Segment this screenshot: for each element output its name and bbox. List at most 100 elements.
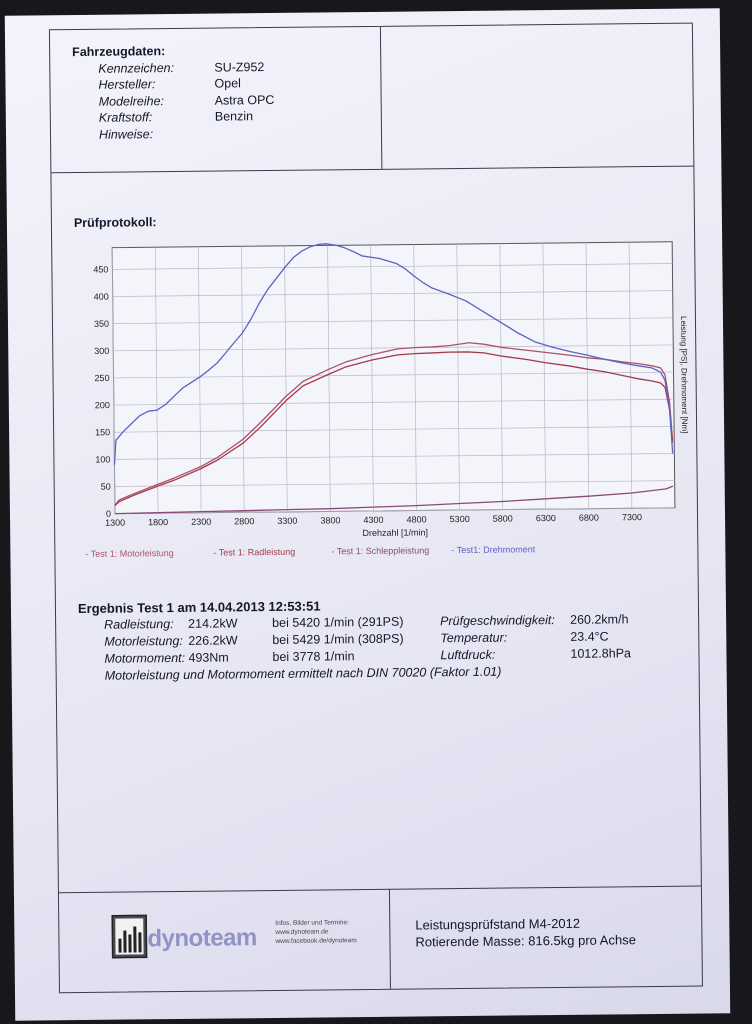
grid-line-vertical: [241, 246, 245, 513]
vehicle-data: Fahrzeugdaten: Kennzeichen: SU-Z952 Herst…: [72, 42, 275, 143]
contact-info-line: Infos, Bilder und Termine:: [275, 919, 349, 927]
grid-line-horizontal: [113, 371, 674, 379]
divider-footer-vertical: [388, 888, 391, 989]
y-tick-label: 300: [94, 346, 109, 356]
grid-line-vertical: [284, 245, 288, 512]
report-frame: Fahrzeugdaten: Kennzeichen: SU-Z952 Herst…: [48, 22, 703, 994]
x-tick-label: 1300: [105, 518, 125, 528]
grid-line-vertical: [370, 244, 374, 511]
vehicle-value: Benzin: [214, 109, 254, 124]
legend-motorleistung: - Test 1: Motorleistung: [85, 548, 174, 559]
y-tick-label: 400: [94, 292, 109, 302]
result-label-2: Luftdruck:: [440, 647, 496, 663]
vehicle-value: Opel: [214, 76, 241, 91]
contact-info: Infos, Bilder und Termine: www.dynoteam.…: [275, 918, 357, 946]
x-tick-label: 5300: [450, 514, 470, 524]
grid-line-horizontal: [112, 290, 673, 297]
grid-line-horizontal: [112, 263, 673, 270]
x-axis-label: Drehzahl [1/min]: [362, 527, 428, 538]
result-value-2: 1012.8hPa: [570, 646, 632, 661]
x-tick-label: 3800: [320, 515, 340, 525]
result-label: Motormoment:: [104, 650, 186, 666]
y-tick-label: 100: [95, 454, 110, 464]
protocol-heading: Prüfprotokoll:: [73, 215, 157, 231]
vehicle-value: Astra OPC: [214, 92, 275, 108]
contact-info-line: www.facebook.de/dynoteam: [275, 937, 357, 945]
result-value-2: 260.2km/h: [570, 612, 629, 627]
y-tick-label: 250: [94, 373, 109, 383]
grid-line-horizontal: [114, 480, 675, 487]
rotating-mass: Rotierende Masse: 816.5kg pro Achse: [415, 932, 636, 950]
x-tick-label: 2300: [191, 517, 211, 527]
grid-line-vertical: [413, 244, 417, 511]
grid-line-horizontal: [114, 426, 675, 433]
result-value: 226.2kW: [188, 633, 238, 648]
result-label: Motorleistung:: [104, 633, 183, 649]
result-detail: bei 5420 1/min (291PS): [272, 614, 404, 631]
vehicle-row-plate: Kennzeichen: SU-Z952: [72, 58, 274, 77]
dynoteam-logo-icon: [111, 914, 148, 959]
vehicle-label: Hinweise:: [98, 126, 154, 142]
x-tick-label: 3300: [277, 516, 297, 526]
y-tick-label: 150: [95, 427, 110, 437]
series-line-2: [114, 485, 674, 515]
vehicle-value: SU-Z952: [214, 59, 265, 75]
grid-line-horizontal: [114, 507, 675, 514]
result-detail: bei 5429 1/min (308PS): [272, 631, 404, 648]
plot-area: [111, 241, 676, 515]
series-line-3: [113, 243, 674, 465]
series-line-0: [114, 342, 674, 506]
y-tick-label: 450: [93, 264, 108, 274]
grid-line-horizontal: [112, 317, 673, 325]
x-tick-label: 4800: [407, 514, 427, 524]
result-label-2: Prüfgeschwindigkeit:: [440, 613, 555, 629]
series-line-1: [114, 351, 674, 507]
grid-line-vertical: [628, 242, 633, 509]
x-tick-label: 4300: [363, 515, 383, 525]
grid-line-vertical: [585, 242, 590, 509]
grid-line-vertical: [456, 244, 460, 511]
grid-line-vertical: [111, 247, 116, 514]
dynoteam-wordmark: dynoteam: [147, 924, 257, 953]
grid-line-vertical: [499, 243, 503, 510]
y-tick-label: 50: [101, 482, 111, 492]
vehicle-label: Hersteller:: [98, 77, 156, 92]
result-value: 214.2kW: [188, 616, 238, 631]
divider-header: [51, 165, 694, 174]
vehicle-row-notes: Hinweise:: [73, 124, 275, 143]
result-detail: bei 3778 1/min: [272, 649, 355, 665]
test-results: Ergebnis Test 1 am 14.04.2013 12:53:51 R…: [78, 594, 631, 685]
x-tick-label: 6300: [536, 513, 556, 523]
grid-line-horizontal: [113, 344, 674, 352]
legend-schleppleistung: - Test 1: Schleppleistung: [331, 545, 430, 557]
y-tick-label: 200: [95, 400, 110, 410]
dyno-chart: 1300 1800 2300 2800 3300 3800 4300 4800 5300 5800…: [93, 241, 689, 538]
y-tick-label: 350: [94, 319, 109, 329]
vehicle-row-fuel: Kraftstoff: Benzin: [73, 108, 275, 127]
grid-line-horizontal: [113, 398, 674, 406]
grid-line-vertical: [542, 243, 547, 510]
y-tick-label: 0: [106, 509, 111, 519]
x-tick-label: 2800: [234, 516, 254, 526]
legend-drehmoment: - Test1: Drehmoment: [451, 544, 536, 556]
divider-footer: [58, 885, 701, 894]
divider-header-vertical: [379, 26, 383, 169]
legend-radleistung: - Test 1: Radleistung: [213, 546, 296, 558]
result-label: Radleistung:: [104, 617, 174, 632]
x-tick-label: 1800: [148, 517, 168, 527]
vehicle-label: Modelreihe:: [98, 93, 165, 109]
result-label-2: Temperatur:: [440, 630, 508, 646]
x-tick-label: 5800: [493, 513, 513, 523]
grid-line-vertical: [154, 247, 159, 514]
grid-line-horizontal: [114, 453, 675, 460]
result-value: 493Nm: [188, 650, 229, 665]
dyno-specs: Leistungsprüfstand M4-2012 Rotierende Ma…: [415, 914, 636, 950]
dyno-report-sheet: Fahrzeugdaten: Kennzeichen: SU-Z952 Herst…: [4, 8, 731, 1021]
y-axis-label: Leistung [PS], Drehmoment [Nm]: [679, 316, 689, 433]
vehicle-label: Kennzeichen:: [98, 60, 175, 76]
x-tick-label: 6800: [579, 513, 599, 523]
grid-line-vertical: [327, 245, 331, 512]
vehicle-label: Kraftstoff:: [98, 110, 153, 125]
result-value-2: 23.4°C: [570, 629, 609, 644]
x-tick-label: 7300: [622, 512, 642, 522]
